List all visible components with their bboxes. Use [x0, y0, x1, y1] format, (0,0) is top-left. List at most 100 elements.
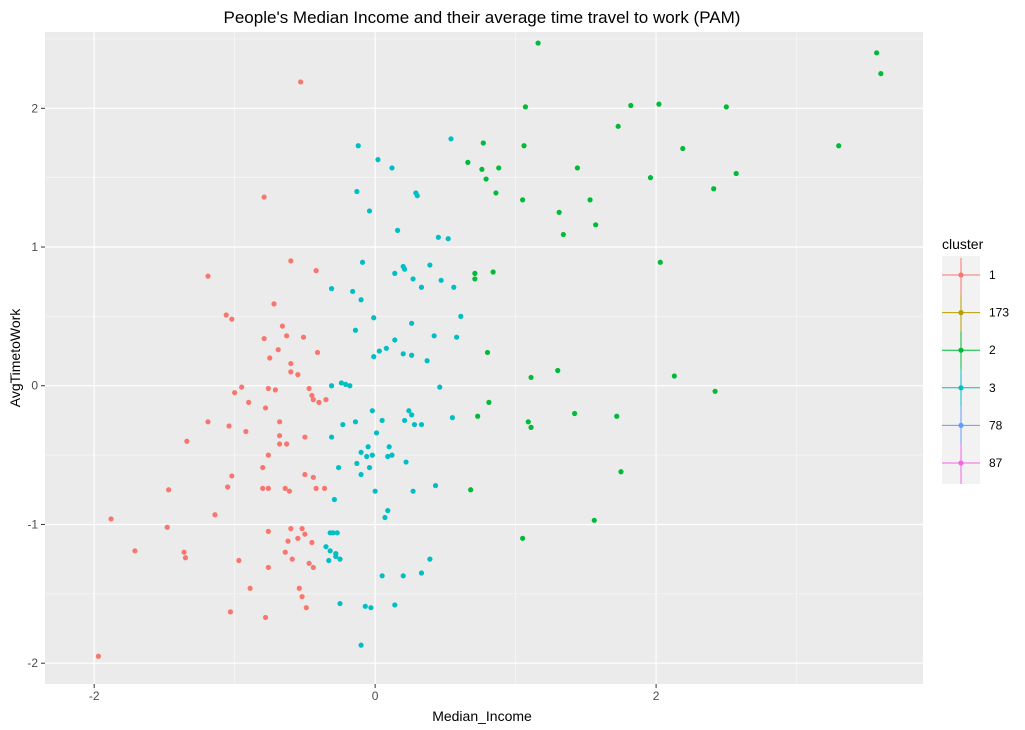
data-point-cluster-3	[438, 277, 444, 283]
data-point-cluster-2	[587, 197, 593, 203]
data-point-cluster-1	[262, 405, 269, 411]
data-point-cluster-2	[618, 469, 624, 475]
data-point-cluster-3	[328, 286, 335, 292]
data-point-cluster-3	[352, 419, 359, 425]
x-tick-label: 0	[372, 689, 379, 703]
data-point-cluster-1	[323, 397, 329, 403]
data-point-cluster-3	[400, 573, 406, 579]
data-point-cluster-1	[225, 484, 231, 490]
data-point-cluster-2	[874, 50, 880, 56]
data-point-cluster-1	[288, 526, 294, 532]
data-point-cluster-3	[383, 345, 389, 351]
data-point-cluster-1	[95, 653, 101, 659]
data-point-cluster-3	[362, 603, 368, 609]
data-point-cluster-1	[298, 79, 304, 85]
data-point-cluster-1	[295, 372, 301, 378]
data-point-cluster-3	[373, 430, 380, 436]
data-point-cluster-2	[733, 170, 739, 177]
data-point-cluster-1	[265, 485, 271, 491]
data-point-cluster-3	[358, 297, 364, 303]
data-point-cluster-3	[368, 605, 374, 611]
legend-label: 1	[989, 268, 996, 282]
data-point-cluster-1	[295, 535, 301, 541]
data-point-cluster-2	[878, 71, 884, 77]
data-point-cluster-3	[350, 288, 356, 295]
data-point-cluster-1	[316, 399, 322, 405]
data-point-cluster-3	[340, 421, 346, 428]
y-tick-label: 0	[31, 379, 38, 393]
data-point-cluster-1	[310, 474, 316, 480]
data-point-cluster-1	[306, 560, 312, 566]
data-point-cluster-1	[265, 528, 271, 535]
data-point-cluster-2	[572, 410, 578, 417]
major-gridlines	[45, 32, 923, 684]
data-point-cluster-1	[306, 385, 312, 392]
data-point-cluster-3	[334, 530, 340, 536]
data-point-cluster-3	[337, 556, 343, 562]
data-point-cluster-1	[132, 548, 138, 554]
data-point-cluster-3	[406, 408, 412, 414]
data-point-cluster-3	[451, 284, 457, 290]
data-point-cluster-2	[528, 424, 534, 430]
data-point-cluster-2	[472, 270, 478, 276]
data-point-cluster-1	[212, 512, 218, 518]
data-point-cluster-3	[358, 642, 364, 648]
legend: cluster 1 173 2 3 78 87	[942, 236, 1009, 484]
data-point-cluster-3	[336, 464, 342, 471]
data-point-cluster-3	[354, 188, 360, 195]
legend-key-point	[958, 460, 964, 466]
legend-key-point	[958, 310, 964, 316]
data-point-cluster-1	[166, 487, 172, 493]
data-point-cluster-2	[711, 186, 717, 192]
data-point-cluster-1	[309, 392, 315, 399]
data-point-cluster-1	[227, 609, 234, 615]
data-point-cluster-3	[414, 193, 420, 199]
data-point-cluster-1	[229, 473, 235, 479]
y-tick-label: 1	[31, 240, 38, 254]
data-point-cluster-3	[418, 421, 425, 428]
data-point-cluster-1	[310, 564, 316, 571]
y-tick-label: 2	[31, 101, 38, 115]
x-axis-label: Median_Income	[432, 708, 532, 724]
data-point-cluster-3	[385, 453, 391, 460]
data-point-cluster-3	[410, 276, 416, 282]
data-point-cluster-3	[330, 530, 336, 536]
data-point-cluster-3	[366, 208, 373, 214]
data-point-cluster-1	[184, 438, 190, 444]
data-point-cluster-2	[521, 143, 527, 149]
data-point-cluster-1	[261, 335, 267, 342]
data-point-cluster-3	[385, 507, 391, 514]
data-point-cluster-3	[431, 333, 437, 339]
y-tick-label: -2	[27, 656, 38, 670]
data-point-cluster-2	[468, 487, 474, 493]
data-point-cluster-1	[286, 488, 293, 494]
data-point-cluster-3	[449, 415, 455, 421]
data-points	[95, 40, 884, 659]
data-point-cluster-3	[331, 496, 337, 503]
data-point-cluster-1	[299, 594, 305, 600]
data-point-cluster-3	[409, 320, 415, 326]
data-point-cluster-3	[328, 434, 335, 440]
data-point-cluster-1	[288, 369, 294, 375]
x-axis-ticks: -2 0 2	[89, 684, 660, 703]
chart-title: People's Median Income and their average…	[224, 8, 741, 27]
data-point-cluster-3	[328, 383, 335, 389]
data-point-cluster-3	[427, 556, 433, 562]
data-point-cluster-3	[364, 453, 370, 460]
x-tick-label: -2	[89, 689, 100, 703]
data-point-cluster-1	[181, 549, 187, 555]
data-point-cluster-3	[400, 351, 406, 357]
data-point-cluster-2	[836, 143, 842, 149]
legend-key-point	[958, 347, 964, 353]
data-point-cluster-1	[279, 323, 286, 329]
data-point-cluster-1	[300, 334, 307, 340]
data-point-cluster-3	[371, 315, 377, 321]
data-point-cluster-1	[229, 316, 235, 322]
data-point-cluster-3	[427, 262, 433, 268]
data-point-cluster-3	[410, 488, 416, 494]
data-point-cluster-1	[205, 273, 211, 279]
data-point-cluster-2	[525, 419, 531, 425]
data-point-cluster-1	[262, 614, 269, 621]
data-point-cluster-1	[232, 390, 238, 396]
data-point-cluster-3	[376, 348, 382, 354]
